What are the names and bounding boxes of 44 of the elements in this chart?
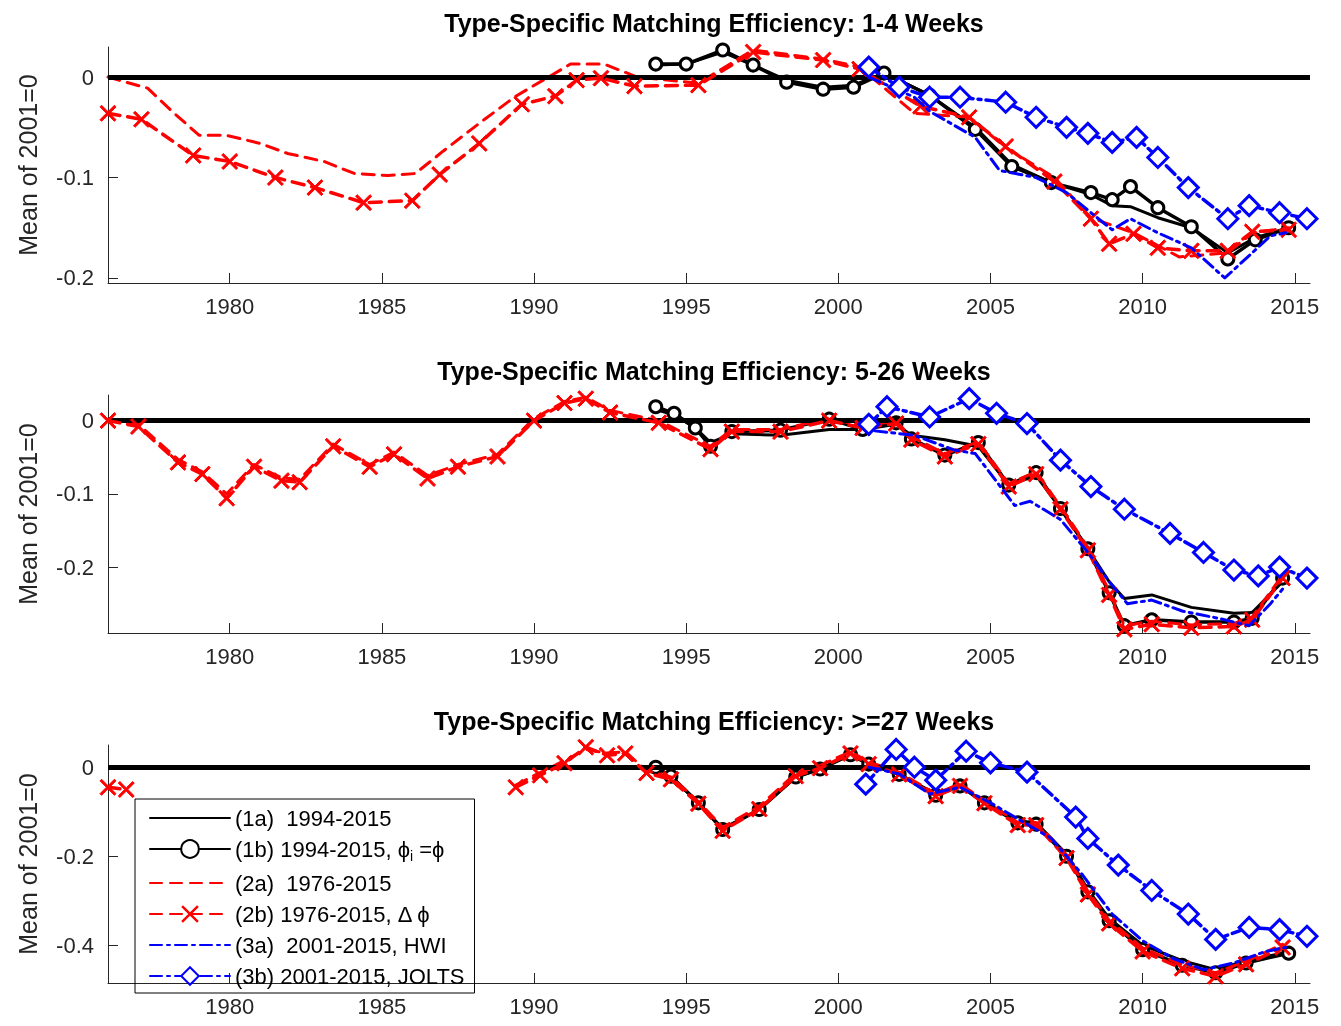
x-tick-label: 1990 xyxy=(509,643,559,669)
x-tick-label: 1985 xyxy=(357,293,407,319)
x-tick-label: 2000 xyxy=(813,993,863,1019)
y-tick-label: -0.2 xyxy=(56,843,94,869)
x-tick-label: 1995 xyxy=(661,293,711,319)
y-tick-label: -0.4 xyxy=(56,932,94,958)
y-tick-label: 0 xyxy=(81,64,94,90)
x-tick-label: 1985 xyxy=(357,643,407,669)
legend-label: (1a) 1994-2015 xyxy=(235,805,392,831)
legend-label: (2b) 1976-2015, Δ ϕ xyxy=(235,901,430,927)
x-tick-label: 1995 xyxy=(661,643,711,669)
x-tick-label: 2000 xyxy=(813,643,863,669)
y-tick-label: -0.1 xyxy=(56,165,94,191)
legend-label: (2a) 1976-2015 xyxy=(235,870,392,896)
x-tick-label: 1990 xyxy=(509,993,559,1019)
y-tick-label: 0 xyxy=(81,754,94,780)
chart-title: Type-Specific Matching Efficiency: 1-4 Weeks xyxy=(444,8,984,37)
x-tick-label: 1980 xyxy=(205,993,255,1019)
y-axis-title: Mean of 2001=0 xyxy=(13,423,42,605)
x-tick-label: 2000 xyxy=(813,293,863,319)
x-tick-label: 2015 xyxy=(1270,993,1320,1019)
legend-label: (3b) 2001-2015, JOLTS xyxy=(235,963,465,989)
x-tick-label: 2010 xyxy=(1118,993,1168,1019)
x-tick-label: 1990 xyxy=(509,293,559,319)
chart-title: Type-Specific Matching Efficiency: 5-26 Weeks xyxy=(437,356,991,385)
y-axis-title: Mean of 2001=0 xyxy=(13,74,42,256)
x-tick-label: 1980 xyxy=(205,293,255,319)
x-tick-label: 1985 xyxy=(357,993,407,1019)
legend-label: (3a) 2001-2015, HWI xyxy=(235,932,447,958)
x-tick-label: 2015 xyxy=(1270,293,1320,319)
x-tick-label: 2010 xyxy=(1118,643,1168,669)
x-tick-label: 2010 xyxy=(1118,293,1168,319)
x-tick-label: 1980 xyxy=(205,643,255,669)
x-tick-label: 2005 xyxy=(966,643,1015,669)
x-tick-label: 2005 xyxy=(966,293,1015,319)
x-tick-label: 1995 xyxy=(661,993,711,1019)
y-tick-label: -0.2 xyxy=(56,265,94,291)
x-tick-label: 2015 xyxy=(1270,643,1320,669)
x-tick-label: 2005 xyxy=(966,993,1015,1019)
y-tick-label: -0.2 xyxy=(56,554,94,580)
y-tick-label: 0 xyxy=(81,408,94,434)
chart-title: Type-Specific Matching Efficiency: >=27 Weeks xyxy=(433,706,995,735)
y-axis-title: Mean of 2001=0 xyxy=(13,773,42,955)
y-tick-label: -0.1 xyxy=(56,481,94,507)
